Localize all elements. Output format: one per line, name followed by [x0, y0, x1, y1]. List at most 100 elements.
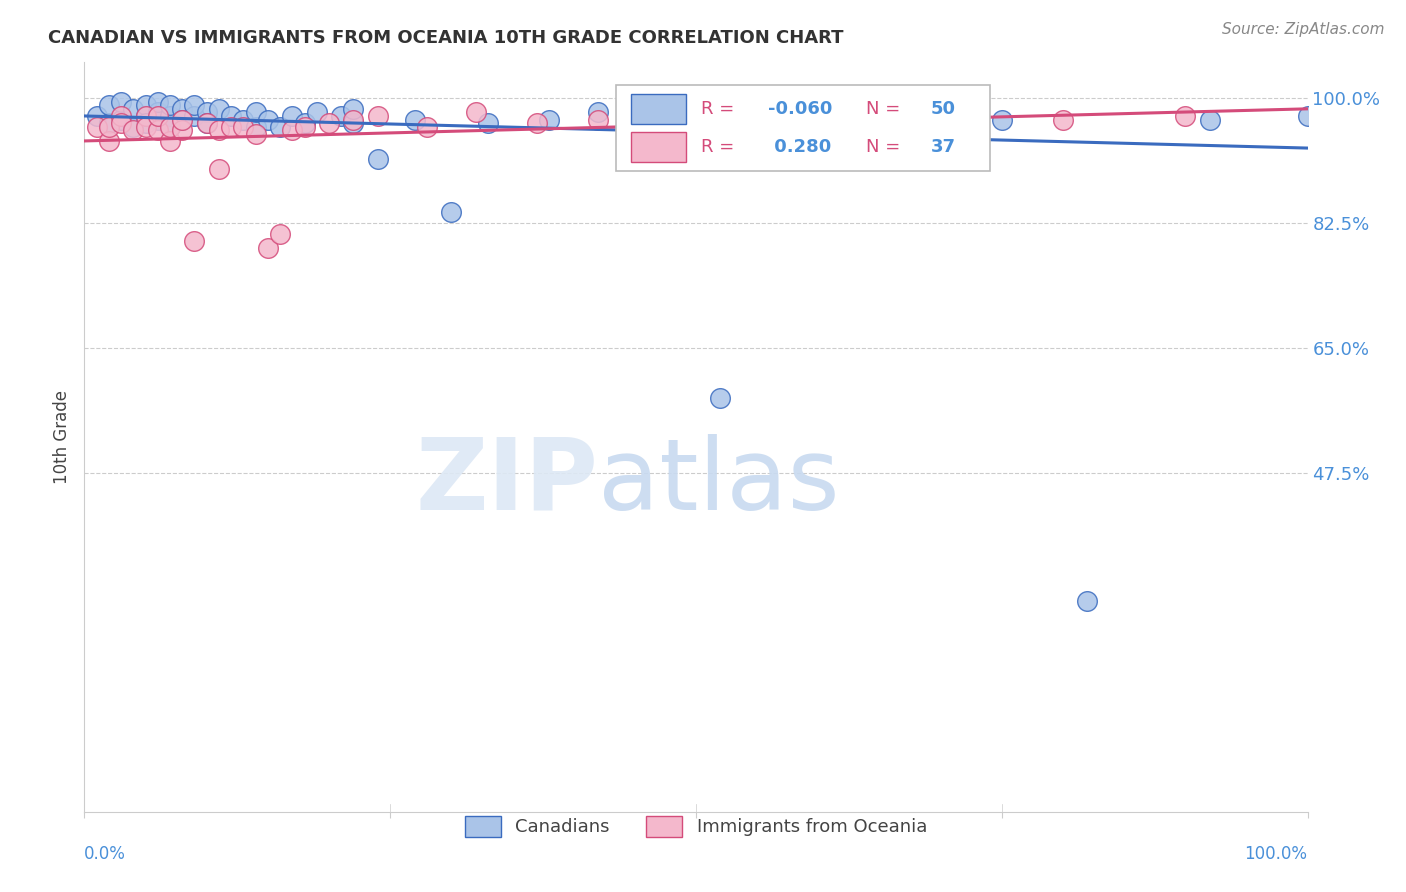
Point — [404, 112, 426, 127]
Point — [172, 123, 194, 137]
Point — [538, 112, 561, 127]
Point — [869, 109, 891, 123]
Point — [97, 98, 120, 112]
Point — [294, 116, 316, 130]
Point — [991, 112, 1014, 127]
Point — [586, 105, 609, 120]
Point — [219, 109, 242, 123]
Point — [172, 112, 194, 127]
Legend: Canadians, Immigrants from Oceania: Canadians, Immigrants from Oceania — [458, 809, 934, 844]
Point — [97, 134, 120, 148]
Point — [269, 227, 291, 241]
Point — [257, 112, 280, 127]
Point — [195, 116, 218, 130]
Point — [219, 120, 242, 134]
Point — [440, 205, 463, 219]
Text: Source: ZipAtlas.com: Source: ZipAtlas.com — [1222, 22, 1385, 37]
Text: N =: N = — [866, 100, 905, 118]
Point — [747, 109, 769, 123]
Point — [97, 120, 120, 134]
Point — [477, 116, 499, 130]
Point — [1052, 112, 1074, 127]
Point — [195, 116, 218, 130]
Point — [159, 120, 181, 134]
Point — [146, 95, 169, 109]
Text: 37: 37 — [931, 138, 956, 156]
Point — [305, 105, 328, 120]
Point — [195, 105, 218, 120]
Point — [232, 112, 254, 127]
Point — [172, 102, 194, 116]
Point — [110, 95, 132, 109]
Text: 0.280: 0.280 — [768, 138, 831, 156]
Point — [648, 112, 671, 127]
Point — [1076, 594, 1098, 608]
Point — [586, 112, 609, 127]
Point — [86, 120, 108, 134]
Point — [135, 109, 157, 123]
Point — [929, 112, 952, 127]
Point — [122, 120, 145, 134]
Point — [367, 109, 389, 123]
Point — [159, 134, 181, 148]
Point — [183, 109, 205, 123]
Point — [208, 102, 231, 116]
Text: 0.0%: 0.0% — [84, 846, 127, 863]
Point — [146, 109, 169, 123]
Point — [367, 152, 389, 166]
Bar — [631, 132, 686, 162]
Point — [135, 109, 157, 123]
Point — [146, 105, 169, 120]
Text: 50: 50 — [931, 100, 956, 118]
Point — [342, 116, 364, 130]
Text: 100.0%: 100.0% — [1244, 846, 1308, 863]
Point — [281, 109, 304, 123]
Point — [281, 123, 304, 137]
Point — [159, 109, 181, 123]
Point — [709, 391, 731, 405]
Point — [183, 234, 205, 248]
Point — [122, 123, 145, 137]
Point — [1174, 109, 1197, 123]
Point — [208, 162, 231, 177]
Point — [122, 102, 145, 116]
Point — [135, 120, 157, 134]
Point — [1296, 109, 1319, 123]
Y-axis label: 10th Grade: 10th Grade — [53, 390, 72, 484]
Point — [183, 98, 205, 112]
Point — [869, 120, 891, 134]
Point — [110, 109, 132, 123]
Point — [330, 109, 353, 123]
Point — [245, 127, 267, 141]
Point — [146, 123, 169, 137]
Point — [172, 112, 194, 127]
Bar — [631, 94, 686, 124]
Point — [416, 120, 439, 134]
Point — [257, 241, 280, 255]
Point — [97, 116, 120, 130]
Point — [146, 112, 169, 127]
Point — [159, 120, 181, 134]
Point — [318, 116, 340, 130]
Point — [661, 98, 683, 112]
Point — [294, 120, 316, 134]
Point — [159, 98, 181, 112]
Point — [245, 120, 267, 134]
Point — [135, 98, 157, 112]
FancyBboxPatch shape — [616, 85, 990, 171]
Point — [245, 105, 267, 120]
Point — [110, 116, 132, 130]
Point — [232, 120, 254, 134]
Point — [208, 123, 231, 137]
Point — [269, 120, 291, 134]
Text: atlas: atlas — [598, 434, 839, 531]
Text: CANADIAN VS IMMIGRANTS FROM OCEANIA 10TH GRADE CORRELATION CHART: CANADIAN VS IMMIGRANTS FROM OCEANIA 10TH… — [48, 29, 844, 47]
Point — [464, 105, 486, 120]
Point — [135, 116, 157, 130]
Point — [807, 112, 830, 127]
Point — [526, 116, 548, 130]
Point — [1198, 112, 1220, 127]
Text: R =: R = — [700, 138, 740, 156]
Point — [110, 112, 132, 127]
Text: ZIP: ZIP — [415, 434, 598, 531]
